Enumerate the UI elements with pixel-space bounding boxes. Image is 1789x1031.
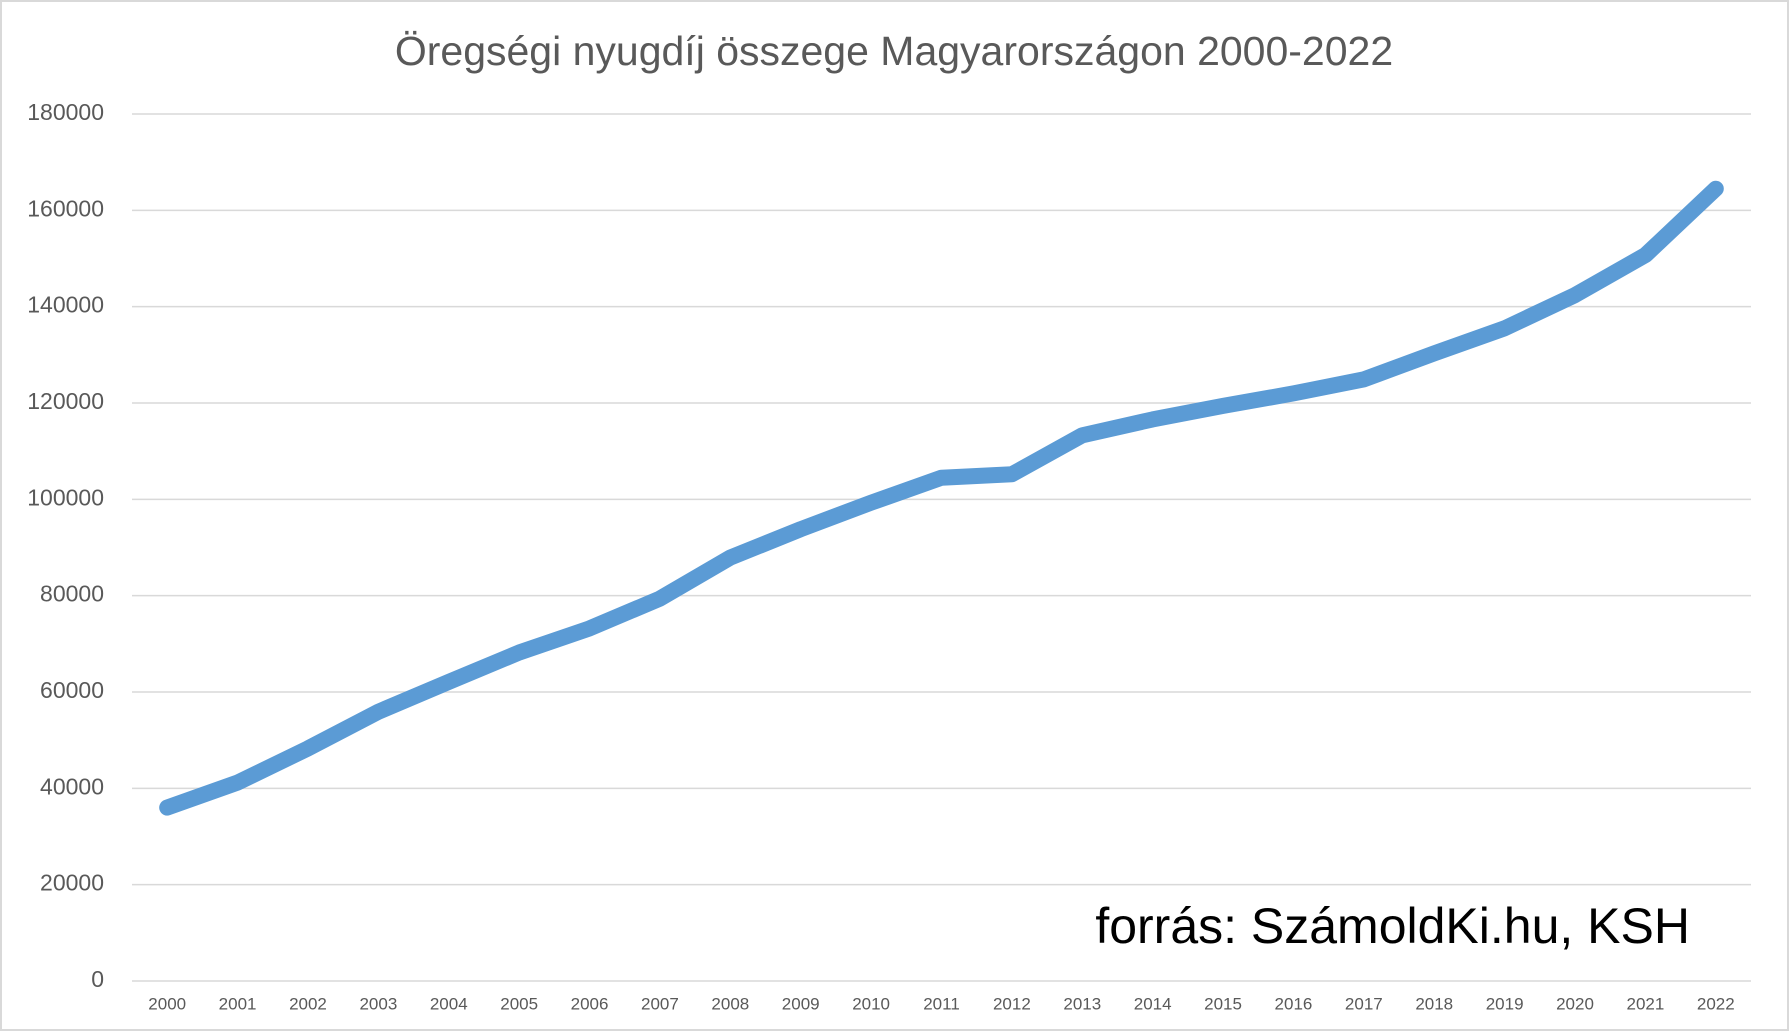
y-tick-label: 160000 xyxy=(27,195,104,221)
x-tick-label: 2019 xyxy=(1486,994,1524,1013)
x-tick-label: 2020 xyxy=(1556,994,1594,1013)
x-tick-label: 2004 xyxy=(430,994,468,1013)
x-tick-label: 2021 xyxy=(1626,994,1664,1013)
x-tick-label: 2022 xyxy=(1697,994,1735,1013)
chart-title: Öregségi nyugdíj összege Magyarországon … xyxy=(395,28,1393,74)
x-tick-label: 2002 xyxy=(289,994,327,1013)
x-tick-label: 2012 xyxy=(993,994,1031,1013)
x-tick-label: 2018 xyxy=(1415,994,1453,1013)
annotation: forrás: SzámoldKi.hu, KSH xyxy=(1095,898,1690,954)
x-tick-label: 2009 xyxy=(782,994,820,1013)
x-tick-label: 2017 xyxy=(1345,994,1383,1013)
x-tick-label: 2007 xyxy=(641,994,679,1013)
x-tick-label: 2001 xyxy=(219,994,257,1013)
x-tick-label: 2003 xyxy=(359,994,397,1013)
x-tick-label: 2011 xyxy=(923,994,960,1013)
x-tick-label: 2000 xyxy=(148,994,186,1013)
y-tick-label: 60000 xyxy=(40,677,104,703)
x-tick-label: 2016 xyxy=(1275,994,1313,1013)
y-tick-label: 0 xyxy=(91,966,104,992)
y-tick-label: 80000 xyxy=(40,581,104,607)
x-tick-label: 2006 xyxy=(571,994,609,1013)
y-tick-label: 120000 xyxy=(27,388,104,414)
line-series xyxy=(159,180,1724,816)
x-tick-label: 2005 xyxy=(500,994,538,1013)
x-tick-label: 2015 xyxy=(1204,994,1242,1013)
x-tick-label: 2014 xyxy=(1134,994,1172,1013)
y-tick-label: 100000 xyxy=(27,484,104,510)
x-tick-label: 2013 xyxy=(1063,994,1101,1013)
y-tick-label: 140000 xyxy=(27,292,104,318)
y-tick-label: 20000 xyxy=(40,870,104,896)
x-tick-label: 2010 xyxy=(852,994,890,1013)
y-tick-label: 180000 xyxy=(27,99,104,125)
x-tick-label: 2008 xyxy=(711,994,749,1013)
y-tick-label: 40000 xyxy=(40,773,104,799)
